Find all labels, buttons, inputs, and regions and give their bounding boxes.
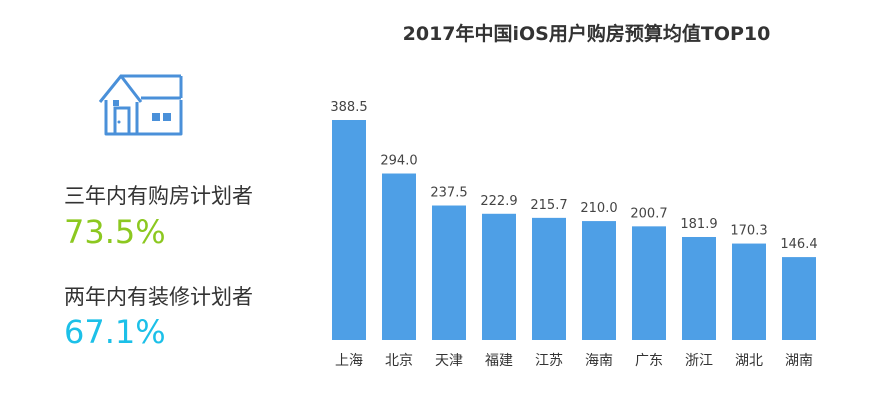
- category-label: 湖南: [785, 353, 813, 369]
- bar-广东: [632, 226, 666, 340]
- category-label: 北京: [385, 353, 413, 369]
- bar-value-label: 294.0: [380, 154, 417, 169]
- bar-湖北: [732, 243, 766, 340]
- bar-海南: [582, 221, 616, 340]
- bar-value-label: 237.5: [430, 186, 467, 201]
- category-label: 天津: [435, 353, 463, 369]
- bar-浙江: [682, 236, 716, 340]
- bar-湖南: [782, 257, 816, 340]
- category-label: 上海: [335, 353, 363, 369]
- bar-value-label: 215.7: [530, 198, 567, 213]
- stat-value-purchase-plan: 73.5%: [64, 213, 166, 251]
- bar-value-label: 388.5: [330, 100, 367, 115]
- stat-value-renovation-plan: 67.1%: [64, 313, 166, 351]
- bar-天津: [432, 205, 466, 340]
- chart-title: 2017年中国iOS用户购房预算均值TOP10: [402, 23, 771, 45]
- category-label: 湖北: [735, 353, 763, 369]
- bar-value-label: 210.0: [580, 201, 617, 216]
- bar-value-label: 170.3: [730, 224, 767, 239]
- category-label: 浙江: [685, 353, 713, 369]
- bar-北京: [382, 173, 416, 340]
- category-label: 广东: [635, 353, 663, 369]
- house-icon: [98, 74, 183, 136]
- bar-value-label: 146.4: [780, 237, 817, 252]
- bar-上海: [332, 120, 366, 340]
- category-label: 海南: [585, 353, 613, 369]
- bar-value-label: 222.9: [480, 194, 517, 209]
- bar-value-label: 200.7: [630, 206, 667, 221]
- category-label: 江苏: [535, 353, 563, 369]
- stat-label-purchase-plan: 三年内有购房计划者: [64, 184, 253, 208]
- stat-label-renovation-plan: 两年内有装修计划者: [64, 285, 253, 309]
- bar-value-label: 181.9: [680, 217, 717, 232]
- bar-福建: [482, 213, 516, 340]
- category-label: 福建: [485, 353, 513, 369]
- bar-江苏: [532, 217, 566, 340]
